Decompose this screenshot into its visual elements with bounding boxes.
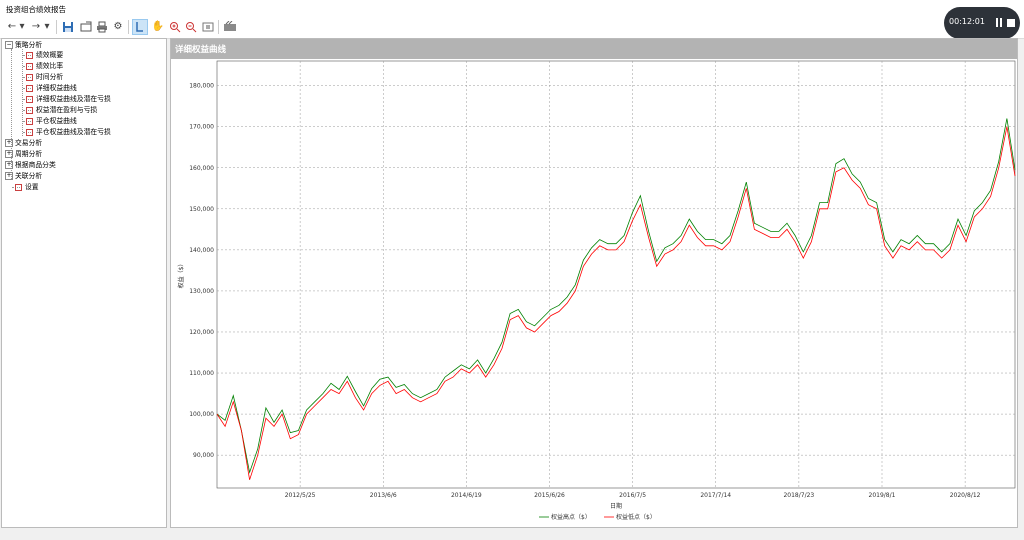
select-cursor-icon[interactable] (132, 19, 148, 35)
tree-node-period-analysis[interactable]: + 周期分析 (5, 150, 43, 158)
collapse-icon[interactable]: − (5, 41, 13, 49)
status-bar (0, 528, 1024, 540)
report-icon (26, 73, 33, 81)
legend-label: 权益低点（$） (616, 513, 656, 521)
y-tick-label: 110,000 (189, 370, 214, 377)
save-icon[interactable] (60, 19, 76, 35)
zoom-out-icon[interactable] (183, 19, 199, 35)
title-bar: 投资组合绩效报告 (0, 0, 1024, 16)
pause-icon[interactable] (996, 18, 998, 27)
x-tick-label: 2012/5/25 (285, 492, 316, 499)
x-tick-label: 2014/6/19 (451, 492, 482, 499)
tree-item-time-analysis[interactable]: 时间分析 (26, 72, 63, 82)
recording-timer: 00:12:01 (949, 17, 985, 26)
tree-node-strategy-analysis[interactable]: − 策略分析 (5, 41, 43, 49)
report-icon (26, 128, 33, 136)
x-tick-label: 2019/8/1 (869, 492, 896, 499)
report-panel: 详细权益曲线 90,000 100,000 110,000 120,000 130,00… (170, 38, 1018, 528)
expand-icon[interactable]: + (5, 172, 13, 180)
expand-icon[interactable]: + (5, 139, 13, 147)
tree-node-by-commodity[interactable]: + 根据商品分类 (5, 161, 56, 169)
forward-dropdown-icon[interactable]: ▾ (44, 21, 50, 32)
x-tick-label: 2017/7/14 (700, 492, 731, 499)
y-tick-label: 120,000 (189, 329, 214, 336)
x-tick-label: 2020/8/12 (950, 492, 981, 499)
tree-item-detailed-equity-curve[interactable]: 详细权益曲线 (26, 83, 77, 93)
y-tick-label: 170,000 (189, 124, 214, 131)
tree-item-closed-equity-curve[interactable]: 平仓权益曲线 (26, 116, 77, 126)
series-line-equity-high (216, 118, 1016, 474)
tree-item-performance-summary[interactable]: 绩效概要 (26, 50, 63, 60)
tree-item-performance-ratios[interactable]: 绩效比率 (26, 61, 63, 71)
export-icon[interactable] (78, 19, 94, 35)
x-tick-label: 2013/6/6 (370, 492, 397, 499)
equity-curve-chart[interactable]: 90,000 100,000 110,000 120,000 130,000 140,00… (171, 39, 1017, 527)
report-icon (26, 106, 33, 114)
report-icon (26, 62, 33, 70)
y-tick-label: 160,000 (189, 165, 214, 172)
print-icon[interactable] (94, 19, 110, 35)
toolbar: ← ▾ → ▾ ⚙ ✋ (0, 16, 1024, 39)
tree-item-equity-runup-drawdown[interactable]: 权益潜在盈利与亏损 (26, 105, 97, 115)
forward-arrow-icon[interactable]: → (31, 21, 41, 32)
pan-hand-icon[interactable]: ✋ (151, 21, 165, 32)
y-tick-label: 150,000 (189, 206, 214, 213)
report-tree-sidebar: − 策略分析 绩效概要 绩效比率 时间分析 详细权益曲线 详细权益曲线及潜在亏损 … (1, 38, 167, 528)
legend-label: 权益高点（$） (551, 513, 591, 521)
tree-item-closed-equity-drawdown[interactable]: 平仓权益曲线及潜在亏损 (26, 127, 111, 137)
y-tick-label: 140,000 (189, 247, 214, 254)
tree-item-settings[interactable]: 设置 (15, 182, 39, 192)
window-title: 投资组合绩效报告 (6, 5, 66, 14)
refresh-icon[interactable] (222, 19, 238, 35)
screen-recorder-widget: 00:12:01 (944, 7, 1020, 39)
expand-icon[interactable]: + (5, 161, 13, 169)
plot-area (216, 60, 1016, 489)
x-tick-label: 2016/7/5 (619, 492, 646, 499)
y-tick-label: 180,000 (189, 83, 214, 90)
y-tick-label: 90,000 (193, 452, 214, 459)
stop-icon[interactable] (1007, 19, 1015, 27)
zoom-in-icon[interactable] (167, 19, 183, 35)
expand-icon[interactable]: + (5, 150, 13, 158)
back-arrow-icon[interactable]: ← (7, 21, 17, 32)
report-icon (26, 117, 33, 125)
gear-icon[interactable]: ⚙ (113, 21, 123, 32)
report-icon (26, 84, 33, 92)
x-axis-label: 日期 (610, 502, 622, 510)
x-tick-label: 2018/7/23 (783, 492, 814, 499)
y-axis-label: 权益（$） (177, 261, 185, 289)
y-tick-label: 100,000 (189, 411, 214, 418)
report-icon (26, 95, 33, 103)
tree-node-correlation-analysis[interactable]: + 关联分析 (5, 172, 43, 180)
back-dropdown-icon[interactable]: ▾ (19, 21, 25, 32)
panel-header: 详细权益曲线 (171, 39, 1017, 59)
settings-report-icon (15, 183, 22, 191)
report-icon (26, 51, 33, 59)
fit-view-icon[interactable] (200, 19, 216, 35)
tree-item-equity-curve-drawdown[interactable]: 详细权益曲线及潜在亏损 (26, 94, 111, 104)
y-tick-label: 130,000 (189, 288, 214, 295)
panel-title: 详细权益曲线 (175, 45, 227, 55)
series-line-equity-low (216, 126, 1016, 480)
tree-node-trade-analysis[interactable]: + 交易分析 (5, 139, 43, 147)
x-tick-label: 2015/6/26 (534, 492, 565, 499)
